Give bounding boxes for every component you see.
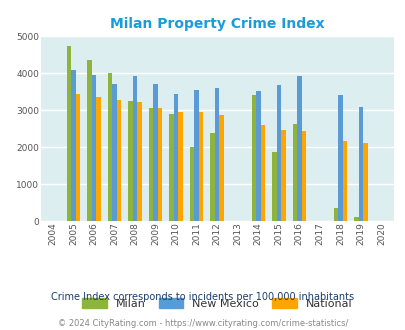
- Bar: [271, 152, 276, 221]
- Bar: [158, 108, 162, 221]
- Bar: [342, 141, 346, 221]
- Bar: [132, 76, 137, 221]
- Title: Milan Property Crime Index: Milan Property Crime Index: [110, 17, 324, 31]
- Bar: [190, 147, 194, 221]
- Bar: [92, 75, 96, 221]
- Bar: [128, 101, 132, 221]
- Bar: [194, 90, 198, 221]
- Bar: [75, 94, 80, 221]
- Bar: [219, 115, 224, 221]
- Bar: [292, 124, 296, 221]
- Bar: [71, 70, 75, 221]
- Bar: [169, 114, 173, 221]
- Bar: [280, 130, 285, 221]
- Bar: [210, 133, 214, 221]
- Text: © 2024 CityRating.com - https://www.cityrating.com/crime-statistics/: © 2024 CityRating.com - https://www.city…: [58, 319, 347, 328]
- Bar: [96, 97, 100, 221]
- Bar: [301, 131, 305, 221]
- Legend: Milan, New Mexico, National: Milan, New Mexico, National: [78, 293, 356, 313]
- Bar: [112, 84, 117, 221]
- Bar: [358, 107, 362, 221]
- Bar: [337, 95, 342, 221]
- Bar: [198, 112, 203, 221]
- Bar: [153, 84, 158, 221]
- Bar: [276, 85, 280, 221]
- Bar: [66, 46, 71, 221]
- Bar: [353, 217, 358, 221]
- Bar: [117, 100, 121, 221]
- Bar: [214, 88, 219, 221]
- Bar: [107, 73, 112, 221]
- Bar: [296, 76, 301, 221]
- Bar: [137, 102, 141, 221]
- Text: Crime Index corresponds to incidents per 100,000 inhabitants: Crime Index corresponds to incidents per…: [51, 292, 354, 302]
- Bar: [87, 60, 92, 221]
- Bar: [362, 143, 367, 221]
- Bar: [256, 91, 260, 221]
- Bar: [333, 208, 337, 221]
- Bar: [260, 125, 264, 221]
- Bar: [251, 95, 256, 221]
- Bar: [178, 112, 183, 221]
- Bar: [149, 108, 153, 221]
- Bar: [173, 94, 178, 221]
